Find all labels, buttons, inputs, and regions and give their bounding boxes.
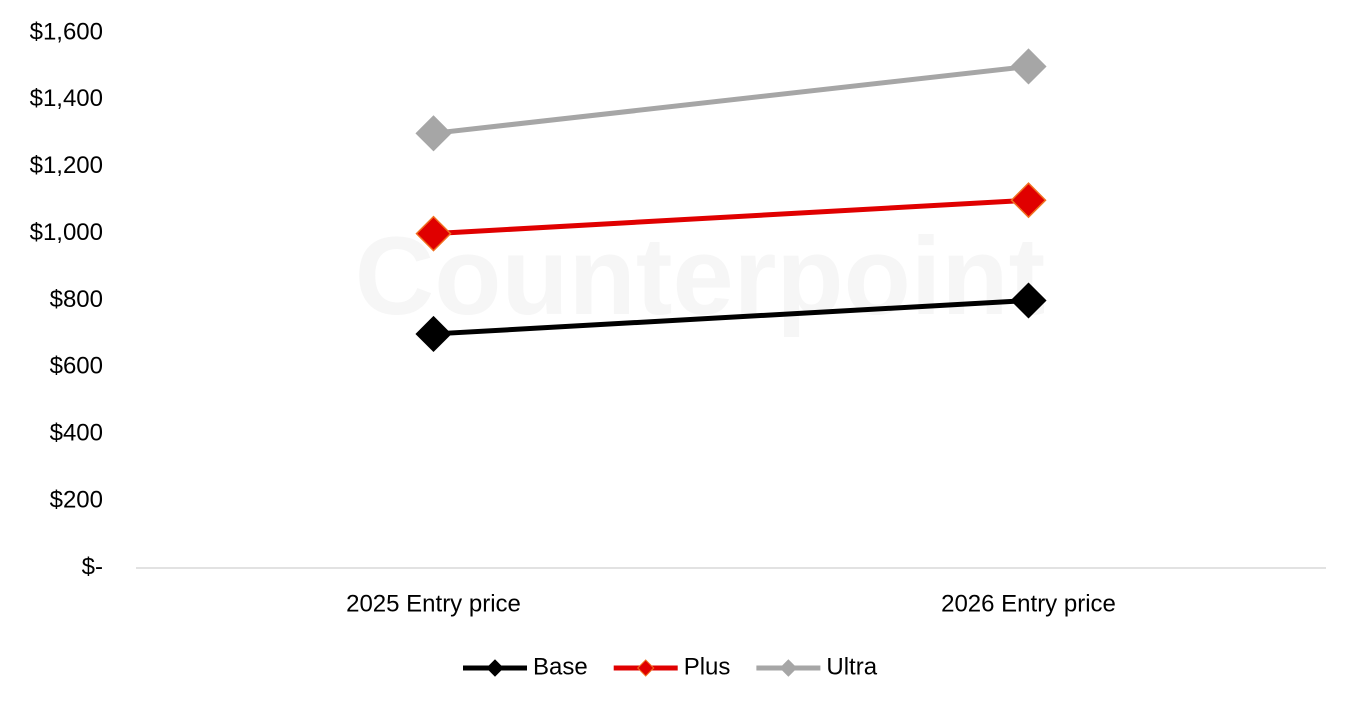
marker [1010,282,1047,319]
marker [1010,48,1047,85]
legend-marker [636,659,655,677]
marker [415,215,452,252]
y-tick-label: $1,600 [30,18,103,45]
marker [415,315,452,352]
y-tick-label: $200 [50,486,103,513]
series-line [433,298,1029,337]
legend-label: Base [533,653,588,680]
marker [415,115,452,152]
x-tick-label: 2026 Entry price [941,590,1116,617]
y-tick-label: $1,400 [30,85,103,112]
legend-marker [779,659,798,677]
series-line [433,197,1029,237]
x-tick-label: 2025 Entry price [346,590,521,617]
marker [1010,182,1047,219]
legend-label: Plus [684,653,731,680]
y-tick-label: $1,000 [30,219,103,246]
legend-label: Ultra [826,653,877,680]
y-tick-label: $600 [50,353,103,380]
y-tick-label: $1,200 [30,152,103,179]
y-tick-label: $800 [50,286,103,313]
y-tick-label: $- [82,553,103,580]
y-tick-label: $400 [50,420,103,447]
series-line [433,63,1029,136]
legend-marker [486,659,504,677]
